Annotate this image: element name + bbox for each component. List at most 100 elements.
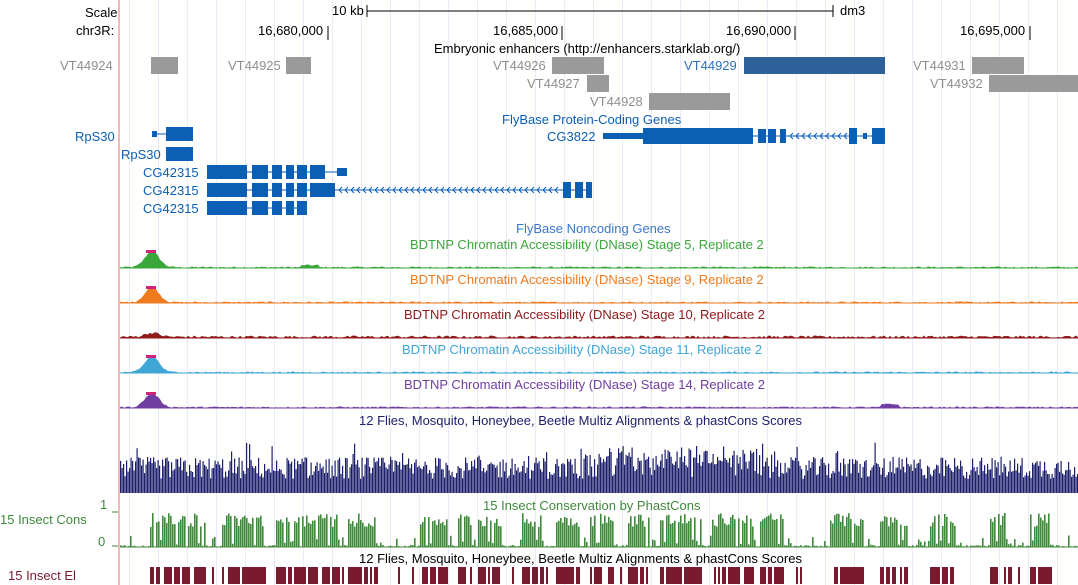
multiz-bar [487, 464, 489, 493]
genes-track-title[interactable]: FlyBase Protein-Coding Genes [502, 112, 682, 127]
enhancer-label[interactable]: VT44929 [684, 58, 737, 73]
multiz-bar [399, 461, 401, 493]
multiz-bar [363, 476, 365, 493]
enhancer-label[interactable]: VT44928 [590, 94, 643, 109]
gene-models[interactable] [0, 0, 1078, 220]
multiz-signal[interactable] [0, 0, 1078, 500]
multiz-bar [718, 460, 720, 493]
phastcons-bar [134, 545, 136, 547]
elements-track-title[interactable]: 12 Flies, Mosquito, Honeybee, Beetle Mul… [359, 551, 802, 566]
enhancer-label[interactable]: VT44932 [930, 76, 983, 91]
grid-line [738, 0, 739, 585]
enhancer-label[interactable]: VT44926 [493, 58, 546, 73]
conserved-element [212, 567, 214, 584]
gene-label[interactable]: CG42315 [143, 183, 199, 198]
phastcons-bar [736, 546, 738, 547]
multiz-bar [120, 460, 122, 493]
conserved-element [1040, 567, 1042, 584]
multiz-bar [337, 459, 339, 493]
multiz-bar [927, 465, 929, 493]
multiz-bar [967, 478, 969, 493]
dnase-track-title[interactable]: BDTNP Chromatin Accessibility (DNase) St… [410, 272, 764, 287]
multiz-track-title[interactable]: 12 Flies, Mosquito, Honeybee, Beetle Mul… [359, 413, 802, 428]
multiz-bar [313, 471, 315, 493]
gene-label[interactable]: CG42315 [143, 165, 199, 180]
phastcons-bar [952, 522, 954, 547]
multiz-bar [529, 478, 531, 493]
multiz-bar [438, 458, 440, 493]
enhancer-label[interactable]: VT44925 [228, 58, 281, 73]
phastcons-bar [640, 514, 642, 547]
gene-label[interactable]: RpS30 [75, 129, 115, 144]
multiz-bar [408, 458, 410, 493]
dnase-track-title[interactable]: BDTNP Chromatin Accessibility (DNase) St… [404, 307, 766, 322]
phastcons-left-label[interactable]: 15 Insect Cons [0, 512, 87, 527]
conserved-element [576, 567, 578, 584]
enhancers-track-title[interactable]: Embryonic enhancers (http://enhancers.st… [434, 41, 741, 56]
gene-exon [297, 201, 307, 215]
multiz-bar [376, 461, 378, 493]
gene-exon [286, 183, 294, 197]
phastcons-bar [526, 519, 528, 547]
phastcons-signal[interactable] [0, 0, 1078, 560]
gene-label[interactable]: CG3822 [547, 129, 596, 144]
phastcons-bar [1038, 513, 1040, 547]
dnase-track-title[interactable]: BDTNP Chromatin Accessibility (DNase) St… [404, 377, 766, 392]
multiz-bar [793, 460, 795, 493]
phastcons-bar [738, 518, 740, 547]
phastcons-bar [362, 522, 364, 547]
enhancer-label[interactable]: VT44924 [60, 58, 113, 73]
dnase-signal-tracks[interactable] [0, 0, 1078, 420]
phastcons-bar [636, 524, 638, 547]
elements-left-label[interactable]: 15 Insect El [8, 568, 76, 583]
conserved-element [248, 567, 250, 584]
enhancer-label[interactable]: VT44927 [527, 76, 580, 91]
assembly-label: dm3 [840, 3, 866, 18]
phastcons-track-title[interactable]: 15 Insect Conservation by PhastCons [483, 498, 701, 513]
phastcons-bar [754, 539, 756, 547]
multiz-bar [441, 469, 443, 493]
multiz-bar [1008, 471, 1010, 493]
strand-arrow [416, 186, 421, 194]
enhancer-label[interactable]: VT44931 [913, 58, 966, 73]
phastcons-bar [324, 517, 326, 547]
multiz-bar [790, 457, 792, 493]
multiz-bar [502, 459, 504, 493]
conserved-element [246, 567, 248, 584]
multiz-bar [412, 473, 414, 493]
gene-label[interactable]: RpS30 [121, 147, 161, 162]
phastcons-bar [786, 545, 788, 547]
enhancer-blocks[interactable] [0, 0, 1078, 115]
dnase-track-title[interactable]: BDTNP Chromatin Accessibility (DNase) St… [410, 237, 764, 252]
phastcons-bar [316, 539, 318, 547]
multiz-bar [883, 458, 885, 493]
multiz-bar [768, 466, 770, 493]
phastcons-bar [600, 513, 602, 547]
strand-arrow [506, 186, 511, 194]
multiz-bar [142, 459, 144, 493]
multiz-bar [1038, 465, 1040, 493]
conserved-element [264, 567, 266, 584]
noncoding-track-title[interactable]: FlyBase Noncoding Genes [516, 221, 671, 236]
conserved-element [254, 567, 256, 584]
multiz-bar [168, 461, 170, 493]
grid-line [651, 0, 652, 585]
conserved-element [532, 567, 534, 584]
dnase-track-title[interactable]: BDTNP Chromatin Accessibility (DNase) St… [402, 342, 763, 357]
multiz-bar [153, 457, 155, 493]
phastcons-bar [530, 521, 532, 547]
enhancer-block [587, 75, 609, 92]
multiz-bar [981, 457, 983, 493]
multiz-bar [982, 471, 984, 493]
phastcons-bar [934, 516, 936, 547]
gene-label[interactable]: CG42315 [143, 201, 199, 216]
multiz-bar [973, 467, 975, 493]
conserved-element [462, 567, 464, 584]
phastcons-bar [488, 541, 490, 547]
phastcons-bar [808, 545, 810, 547]
multiz-bar [1026, 472, 1028, 493]
phastcons-bar [182, 516, 184, 547]
phastcons-bar [174, 524, 176, 547]
phastcons-bar [1074, 545, 1076, 547]
